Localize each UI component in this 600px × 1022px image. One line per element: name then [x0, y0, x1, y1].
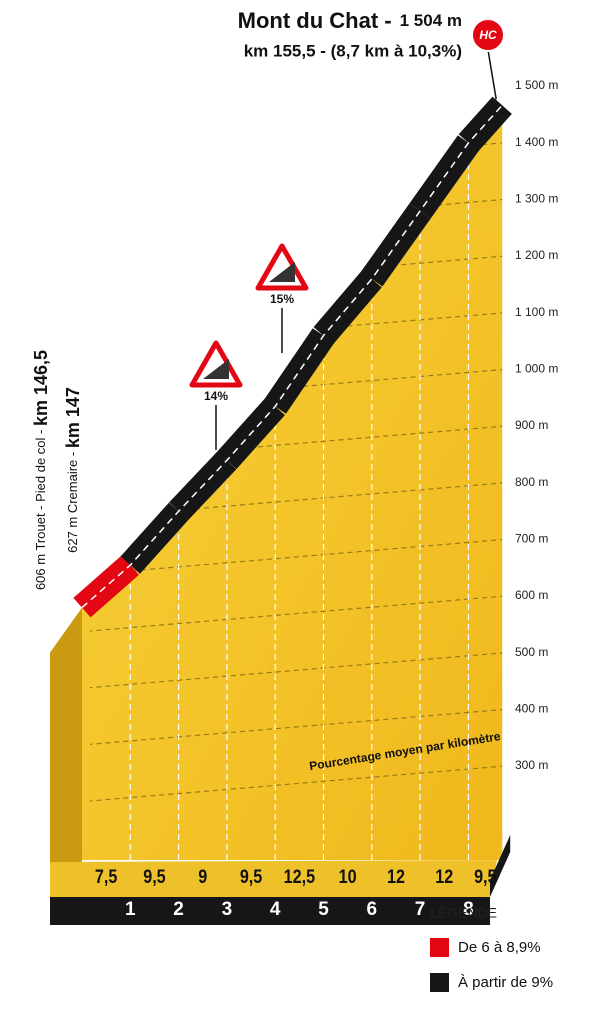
grid-line — [89, 652, 503, 689]
profile-side — [50, 607, 82, 905]
start-label-text: 606 m Trouet - Pied de col - — [33, 426, 48, 590]
sign-label: 14% — [204, 389, 228, 403]
y-tick-label: 1 200 m — [515, 248, 558, 262]
start-label-text: 627 m Cremaire - — [65, 448, 80, 553]
segment-label: 12 — [387, 866, 405, 888]
y-tick-label: 800 m — [515, 475, 548, 489]
sign-label: 15% — [270, 292, 294, 306]
x-tick-label: 3 — [222, 899, 233, 920]
segment-label: 12 — [435, 866, 453, 888]
x-tick-label: 1 — [125, 899, 136, 920]
x-tick-label: 2 — [173, 899, 184, 920]
badge-label: HC — [479, 28, 497, 42]
grid-line — [89, 595, 503, 632]
grid-line — [89, 425, 503, 462]
legend-label: De 6 à 8,9% — [458, 939, 541, 956]
y-tick-label: 600 m — [515, 588, 548, 602]
legend-swatch — [430, 973, 449, 992]
x-tick-label: 5 — [318, 899, 329, 920]
grid-line — [89, 105, 503, 122]
grid-line — [89, 765, 503, 802]
segment-label: 7,5 — [95, 866, 118, 888]
grid-line — [89, 708, 503, 745]
y-tick-label: 1 400 m — [515, 135, 558, 149]
segment-label: 12,5 — [284, 866, 316, 888]
segment-label: 9,5 — [143, 866, 166, 888]
segment-label: 10 — [339, 866, 357, 888]
x-tick-label: 6 — [367, 899, 378, 920]
grid-line — [89, 538, 503, 575]
start-label: 627 m Cremaire - km 147 — [63, 387, 83, 553]
start-label-km: km 147 — [63, 387, 83, 448]
y-tick-label: 1 500 m — [515, 78, 558, 92]
y-tick-label: 1 100 m — [515, 305, 558, 319]
road-centerline — [81, 104, 503, 609]
y-tick-label: 300 m — [515, 758, 548, 772]
legend-label: À partir de 9% — [458, 974, 553, 991]
y-tick-label: 700 m — [515, 532, 548, 546]
y-tick-label: 400 m — [515, 702, 548, 716]
y-tick-label: 1 000 m — [515, 362, 558, 376]
grid-line — [89, 482, 503, 519]
y-tick-label: 900 m — [515, 418, 548, 432]
x-tick-label: 4 — [270, 899, 281, 920]
profile-area — [82, 105, 503, 860]
segment-label: 9 — [198, 866, 207, 888]
badge-stem — [487, 49, 497, 100]
title-name: Mont du Chat - — [238, 8, 392, 33]
chart-subtitle: km 155,5 - (8,7 km à 10,3%) — [244, 41, 462, 60]
badge — [471, 18, 505, 52]
x-tick-label: 7 — [415, 899, 426, 920]
legend-title: LÉGENDE — [430, 905, 497, 921]
start-label: 606 m Trouet - Pied de col - km 146,5 — [31, 350, 51, 590]
segment-label: 9,5 — [474, 866, 497, 888]
profile-base — [50, 897, 490, 925]
segment-label: 9,5 — [240, 866, 263, 888]
start-label-km: km 146,5 — [31, 350, 51, 426]
y-tick-label: 1 300 m — [515, 192, 558, 206]
sign-icon — [269, 262, 295, 282]
sign-icon — [203, 359, 229, 379]
x-tick-label: 8 — [463, 899, 474, 920]
y-tick-label: 500 m — [515, 645, 548, 659]
chart-title: Mont du Chat - 1 504 m — [238, 8, 462, 33]
profile-front — [50, 833, 503, 897]
summit-label: 1 504 m — [400, 11, 462, 30]
legend-swatch — [430, 938, 449, 957]
